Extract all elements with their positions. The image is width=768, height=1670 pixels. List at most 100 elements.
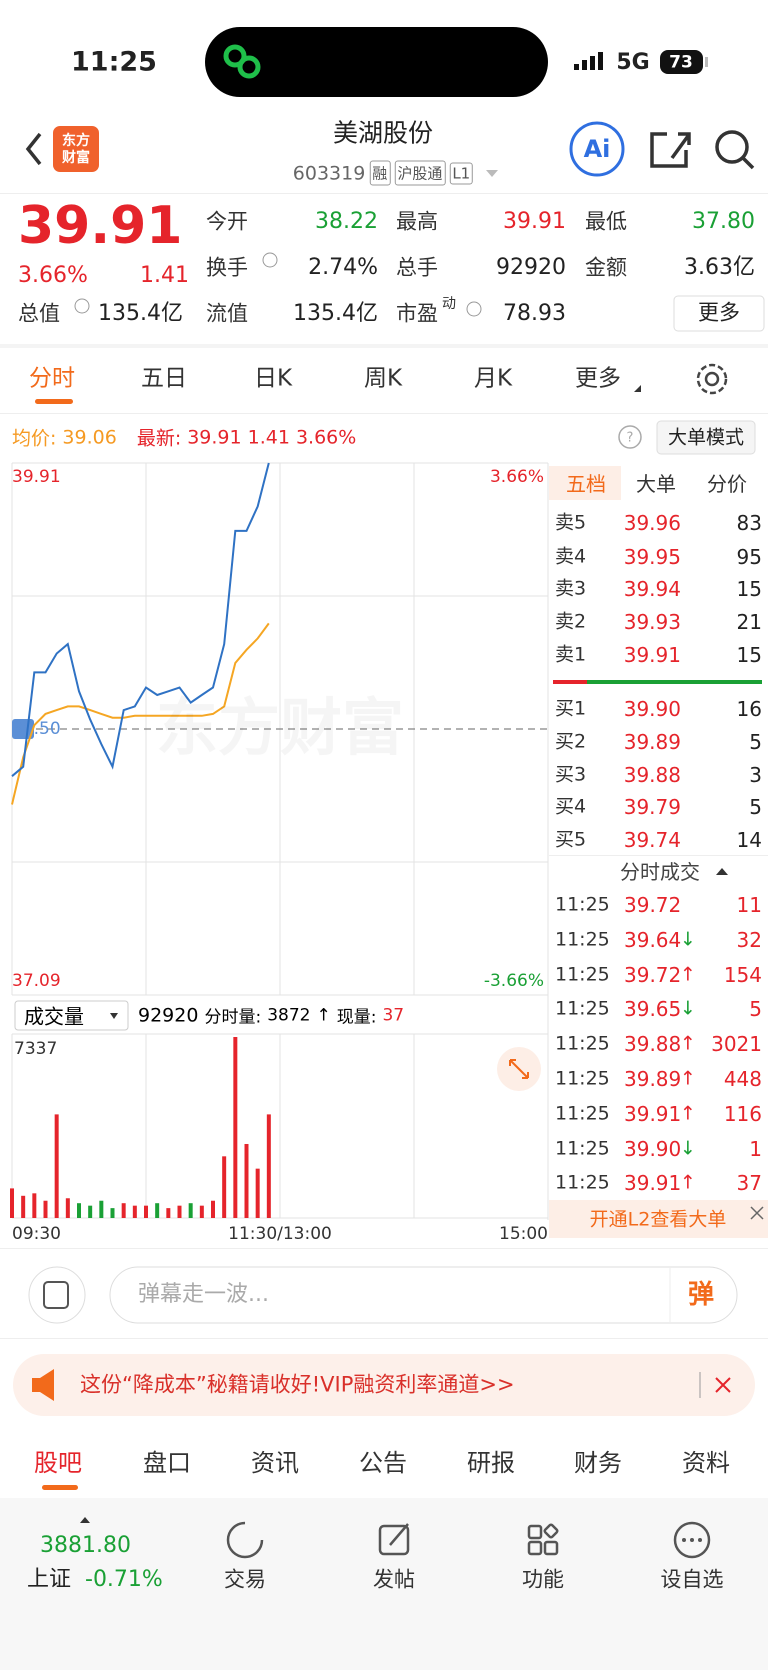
- nav-item[interactable]: 设自选: [660, 1567, 724, 1592]
- section-tab[interactable]: 公告: [359, 1449, 407, 1477]
- share-icon[interactable]: [650, 132, 691, 168]
- l2-bar[interactable]: [549, 1200, 768, 1238]
- y2-tick-label: -3.66%: [484, 971, 544, 991]
- big-order-mode-button[interactable]: [656, 420, 756, 455]
- notes-button[interactable]: [28, 1266, 86, 1324]
- section-tab[interactable]: 研报: [467, 1449, 515, 1477]
- trade-price: 39.89: [624, 1067, 682, 1091]
- danmaku-button[interactable]: 弹: [687, 1280, 715, 1310]
- expand-icon[interactable]: [80, 1517, 90, 1523]
- book-price: 39.96: [623, 511, 681, 535]
- close-icon[interactable]: [750, 1206, 764, 1220]
- trade-time: 11:25: [555, 1137, 610, 1160]
- banner-text[interactable]: 这份“降成本”秘籍请收好!VIP融资利率通道>>: [80, 1372, 515, 1397]
- trade-time: 11:25: [555, 1171, 610, 1194]
- close-icon[interactable]: [715, 1377, 731, 1393]
- nav-item[interactable]: 功能: [522, 1567, 564, 1592]
- book-level: 买4: [555, 795, 587, 818]
- big-order-mode[interactable]: 大单模式: [667, 426, 745, 449]
- l2-label[interactable]: 开通L2查看大单: [589, 1208, 727, 1231]
- island-app-icon: [223, 44, 261, 79]
- promo-banner[interactable]: [13, 1354, 755, 1416]
- trade-direction: ↑: [680, 1032, 696, 1055]
- book-tab[interactable]: 五档: [566, 472, 606, 496]
- volume-bar: [244, 1143, 249, 1218]
- volume-bar: [10, 1188, 14, 1218]
- x-tick-label: 11:30/13:00: [228, 1224, 332, 1244]
- volume-bar: [132, 1205, 137, 1218]
- period-volume-label: 分时量:: [204, 1007, 262, 1028]
- period-tab[interactable]: 分时: [29, 365, 75, 392]
- change: 1.41: [140, 263, 189, 288]
- section-tab[interactable]: 股吧: [34, 1449, 82, 1477]
- book-tab[interactable]: 大单: [636, 472, 676, 496]
- back-icon[interactable]: [25, 132, 42, 166]
- y2-tick-label: 3.66%: [490, 467, 544, 487]
- arrow: ↑: [316, 1005, 331, 1025]
- period-tab[interactable]: 日K: [253, 365, 293, 392]
- help-icon[interactable]: [618, 425, 642, 449]
- trade-direction: ↑: [680, 1067, 696, 1090]
- stock-code-line: 603319 融沪股通 L1: [292, 160, 474, 186]
- network: 5G: [616, 50, 650, 75]
- book-qty: 15: [736, 577, 762, 601]
- book-price: 39.94: [623, 577, 681, 601]
- field-value: 135.4亿: [98, 301, 183, 326]
- collapse-icon[interactable]: [716, 868, 728, 875]
- search-icon[interactable]: [715, 130, 755, 170]
- volume-selector-label[interactable]: 成交量: [24, 1004, 84, 1029]
- field-value: 38.22: [315, 209, 378, 234]
- volume-tick-label: 7337: [14, 1039, 57, 1059]
- dropdown-icon[interactable]: [486, 170, 498, 177]
- volume-bar: [166, 1208, 171, 1218]
- period-tab[interactable]: 周K: [363, 365, 403, 392]
- field-label: 最高: [396, 209, 438, 234]
- section-tab[interactable]: 盘口: [143, 1449, 191, 1477]
- section-tab[interactable]: 资料: [682, 1449, 730, 1477]
- battery-level: 73: [669, 52, 693, 73]
- more-label[interactable]: 更多: [698, 300, 740, 325]
- period-tab[interactable]: 月K: [473, 365, 513, 392]
- expand-icon: [509, 1059, 529, 1079]
- tab-highlight: [549, 466, 621, 500]
- comment-placeholder[interactable]: 弹幕走一波...: [138, 1282, 269, 1307]
- field-label: 今开: [206, 209, 248, 234]
- trade-price: 39.72: [624, 962, 682, 987]
- clock: 11:25: [71, 46, 157, 78]
- nav-item[interactable]: 发帖: [373, 1567, 415, 1592]
- megaphone-icon: [32, 1369, 54, 1401]
- tab-underline: [42, 1485, 78, 1490]
- settings-icon[interactable]: [696, 363, 728, 395]
- battery: [660, 50, 703, 74]
- volume-selector[interactable]: [14, 1000, 129, 1031]
- ai-label[interactable]: Ai: [583, 135, 611, 163]
- field-value: 37.80: [692, 209, 755, 234]
- trade-volume: 154: [723, 962, 762, 987]
- trade-volume: 3021: [711, 1032, 762, 1057]
- period-tab[interactable]: 更多: [575, 365, 621, 392]
- price-line: [11, 622, 270, 805]
- trade-volume: 11: [736, 893, 762, 917]
- ai-button[interactable]: [569, 121, 625, 177]
- stock-code: 603319: [292, 162, 366, 184]
- section-tab[interactable]: 资讯: [251, 1449, 299, 1477]
- index-change: -0.71%: [85, 1567, 163, 1592]
- section-tab[interactable]: 财务: [574, 1449, 622, 1477]
- period-tab[interactable]: 五日: [141, 365, 187, 392]
- book-tab[interactable]: 分价: [707, 472, 747, 496]
- info-icon: [74, 298, 90, 314]
- trade-time: 11:25: [555, 1102, 610, 1125]
- index-name: 上证: [27, 1567, 72, 1592]
- comment-input[interactable]: [109, 1266, 738, 1324]
- badge: 融: [369, 160, 391, 186]
- volume-bar: [77, 1203, 81, 1218]
- volume-bar: [99, 1200, 104, 1218]
- trade-time: 11:25: [555, 1067, 610, 1090]
- book-level: 买3: [555, 763, 587, 786]
- dropdown-icon: [110, 1013, 118, 1019]
- more-button[interactable]: [673, 295, 765, 332]
- volume-header: 成交量 92920 分时量: 3872 ↑ 现量: 37: [24, 1001, 404, 1030]
- nav-item[interactable]: 交易: [224, 1567, 266, 1592]
- trades-title[interactable]: 分时成交: [620, 860, 700, 884]
